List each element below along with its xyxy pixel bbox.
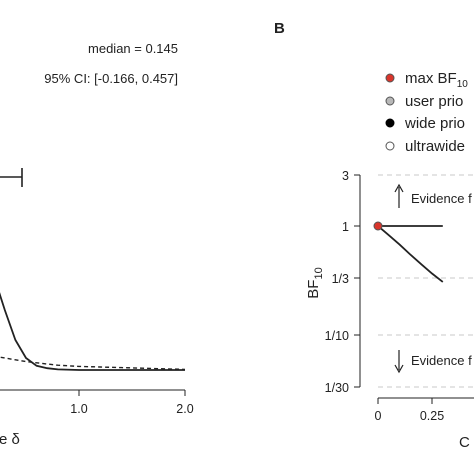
ci-stat: 95% CI: [-0.166, 0.457] <box>44 71 178 86</box>
legend-marker <box>385 73 395 83</box>
legend-label: ultrawide <box>405 138 465 155</box>
evidence-annotation-bottom: Evidence f <box>394 350 472 374</box>
legend-item-wide-prior: wide prio <box>385 115 465 132</box>
panel-a-plot-area <box>0 292 186 371</box>
evidence-label: Evidence f <box>411 191 472 206</box>
panel-b-x-tick-label: 0 <box>375 409 382 423</box>
legend-item-user-prior: user prio <box>385 93 463 110</box>
legend-marker <box>385 118 395 128</box>
panel-b-label: B <box>274 20 285 37</box>
prior-density-line <box>0 356 186 371</box>
panel-a: median = 0.145 95% CI: [-0.166, 0.457] 1… <box>0 41 194 448</box>
median-stat: median = 0.145 <box>88 41 178 56</box>
panel-b-y-tick-label: 3 <box>342 169 349 183</box>
panel-a-x-tick-label: 1.0 <box>70 402 87 416</box>
panel-b-y-tick-label: 1/30 <box>325 381 349 395</box>
panel-a-x-tick-label: 2.0 <box>176 402 193 416</box>
legend-label: wide prio <box>404 115 465 132</box>
legend-label: user prio <box>405 93 463 110</box>
panel-b-y-tick-label: 1/10 <box>325 329 349 343</box>
posterior-density-line <box>0 292 185 371</box>
evidence-annotation-top: Evidence f <box>394 183 472 208</box>
max-bf-point <box>373 221 383 231</box>
evidence-label: Evidence f <box>411 353 472 368</box>
panel-b-y-tick-label: 1 <box>342 220 349 234</box>
legend-marker <box>385 141 395 151</box>
panel-a-x-axis-title: e δ <box>0 431 20 448</box>
down-arrow-icon <box>394 364 404 374</box>
panel-b: B max BF10 user prio wide prio ultrawide <box>274 20 474 451</box>
legend-marker <box>385 96 395 106</box>
up-arrow-icon <box>394 183 404 193</box>
legend-item-max-bf: max BF10 <box>385 70 468 90</box>
bf-robustness-line <box>377 225 444 283</box>
panel-b-x-axis-title: C <box>459 434 470 451</box>
panel-b-x-tick-label: 0.25 <box>420 409 444 423</box>
panel-b-y-axis-title: BF10 <box>305 267 325 298</box>
panel-b-y-tick-label: 1/3 <box>332 272 349 286</box>
panel-b-plot-area <box>373 221 444 283</box>
legend-label: max BF10 <box>405 70 468 90</box>
legend-item-ultrawide-prior: ultrawide <box>385 138 465 155</box>
legend: max BF10 user prio wide prio ultrawide <box>385 70 468 155</box>
